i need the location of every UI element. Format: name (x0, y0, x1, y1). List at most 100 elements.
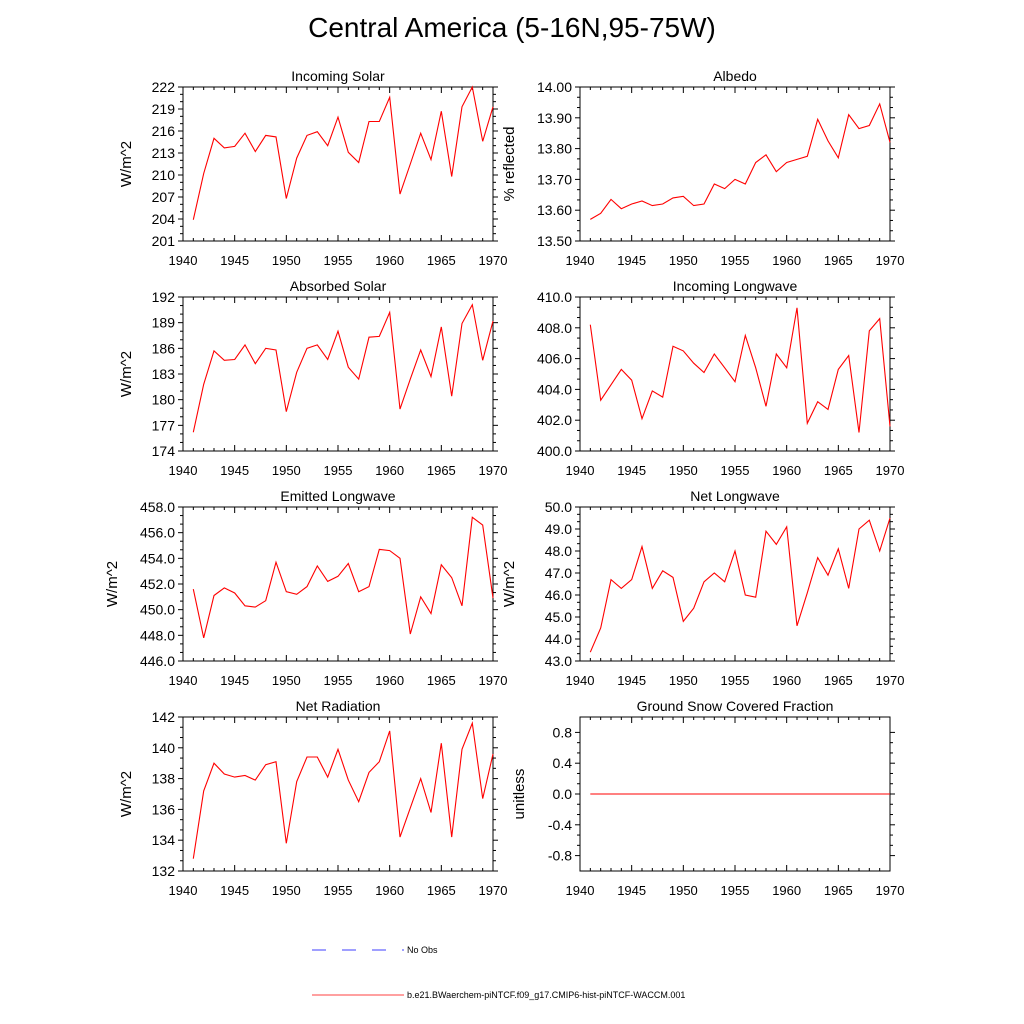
y-tick-label: 140 (152, 740, 176, 756)
panel-title: Absorbed Solar (290, 278, 387, 294)
y-tick-label: 47.0 (545, 565, 572, 581)
x-tick-label: 1945 (617, 463, 646, 478)
x-tick-label: 1960 (772, 253, 801, 268)
y-tick-label: 189 (152, 315, 176, 331)
y-tick-label: 44.0 (545, 631, 572, 647)
y-axis-label: % reflected (501, 126, 518, 201)
x-tick-label: 1950 (669, 463, 698, 478)
panel-title: Emitted Longwave (280, 488, 395, 504)
x-tick-label: 1960 (772, 673, 801, 688)
y-tick-label: 180 (152, 392, 176, 408)
y-tick-label: 402.0 (537, 412, 572, 428)
plot-frame (579, 86, 891, 242)
y-tick-label: 50.0 (545, 499, 572, 515)
figure-title: Central America (5-16N,95-75W) (308, 12, 716, 43)
plot-frame (182, 296, 494, 452)
x-tick-label: 1940 (566, 463, 595, 478)
plot-frame (182, 86, 494, 242)
y-tick-label: -0.8 (548, 848, 572, 864)
legend: No Obs b.e21.BWaerchem-piNTCF.f09_g17.CMI… (312, 945, 685, 1000)
y-tick-label: 142 (152, 709, 176, 725)
x-tick-label: 1955 (721, 673, 750, 688)
x-tick-label: 1945 (220, 253, 249, 268)
x-tick-label: 1970 (479, 883, 508, 898)
x-tick-label: 1965 (824, 883, 853, 898)
series-line (192, 303, 494, 433)
y-tick-label: 400.0 (537, 443, 572, 459)
y-tick-label: 201 (152, 233, 176, 249)
y-tick-label: 138 (152, 771, 176, 787)
x-tick-label: 1960 (772, 463, 801, 478)
y-tick-label: 219 (152, 101, 176, 117)
y-tick-label: 204 (152, 211, 176, 227)
x-tick-label: 1945 (220, 883, 249, 898)
y-tick-label: 177 (152, 417, 176, 433)
x-tick-label: 1965 (427, 253, 456, 268)
x-tick-label: 1945 (617, 673, 646, 688)
y-tick-label: 49.0 (545, 521, 572, 537)
x-tick-label: 1945 (220, 673, 249, 688)
y-tick-label: 132 (152, 863, 176, 879)
y-tick-label: 134 (152, 832, 176, 848)
x-tick-label: 1940 (566, 883, 595, 898)
series-line (590, 102, 891, 220)
x-tick-label: 1960 (772, 883, 801, 898)
panel-6: Net Longwave 1940 1945 1950 1955 1960 1965 1970… (501, 488, 904, 688)
x-tick-label: 1950 (272, 253, 301, 268)
y-tick-label: 0.4 (553, 755, 573, 771)
x-tick-label: 1970 (876, 253, 905, 268)
x-tick-label: 1955 (324, 673, 353, 688)
x-tick-label: 1960 (375, 253, 404, 268)
x-tick-label: 1940 (169, 463, 198, 478)
x-tick-label: 1970 (876, 883, 905, 898)
series-line (589, 517, 891, 653)
y-tick-label: 46.0 (545, 587, 572, 603)
x-tick-label: 1945 (617, 253, 646, 268)
y-tick-label: 406.0 (537, 351, 572, 367)
panel-8: Ground Snow Covered Fraction 1940 1945 1950… (511, 698, 904, 898)
x-tick-label: 1945 (617, 883, 646, 898)
legend-obs-label: No Obs (407, 945, 438, 955)
y-tick-label: 213 (152, 145, 176, 161)
panel-title: Albedo (713, 68, 757, 84)
x-tick-label: 1950 (669, 253, 698, 268)
y-tick-label: 207 (152, 189, 176, 205)
series-line (589, 307, 891, 433)
x-tick-label: 1955 (721, 463, 750, 478)
y-tick-label: 13.90 (537, 110, 572, 126)
x-tick-label: 1960 (375, 463, 404, 478)
x-tick-label: 1965 (824, 673, 853, 688)
y-tick-label: 0.8 (553, 724, 573, 740)
y-tick-label: 48.0 (545, 543, 572, 559)
y-tick-label: 13.70 (537, 171, 572, 187)
panel-title: Ground Snow Covered Fraction (637, 698, 834, 714)
y-tick-label: 404.0 (537, 381, 572, 397)
x-tick-label: 1955 (721, 883, 750, 898)
x-tick-label: 1940 (169, 883, 198, 898)
y-tick-label: 458.0 (140, 499, 175, 515)
y-tick-label: 446.0 (140, 653, 175, 669)
panel-3: Absorbed Solar 1940 1945 1950 1955 1960 1965 19… (118, 278, 507, 478)
y-tick-label: 448.0 (140, 627, 175, 643)
y-axis-label: W/m^2 (501, 561, 518, 607)
series-line (192, 516, 494, 639)
y-tick-label: 456.0 (140, 525, 175, 541)
x-tick-label: 1965 (427, 883, 456, 898)
y-tick-label: 454.0 (140, 550, 175, 566)
x-tick-label: 1970 (479, 673, 508, 688)
plot-frame (182, 506, 494, 662)
y-axis-label: W/m^2 (118, 351, 135, 397)
y-tick-label: 210 (152, 167, 176, 183)
x-tick-label: 1940 (169, 253, 198, 268)
x-tick-label: 1950 (272, 673, 301, 688)
y-tick-label: 45.0 (545, 609, 572, 625)
x-tick-label: 1955 (324, 463, 353, 478)
x-tick-label: 1960 (375, 883, 404, 898)
y-tick-label: 13.80 (537, 141, 572, 157)
legend-model-label: b.e21.BWaerchem-piNTCF.f09_g17.CMIP6-his… (407, 990, 685, 1000)
y-tick-label: 136 (152, 801, 176, 817)
plot-frame (579, 296, 891, 452)
x-tick-label: 1950 (272, 883, 301, 898)
y-tick-label: 410.0 (537, 289, 572, 305)
